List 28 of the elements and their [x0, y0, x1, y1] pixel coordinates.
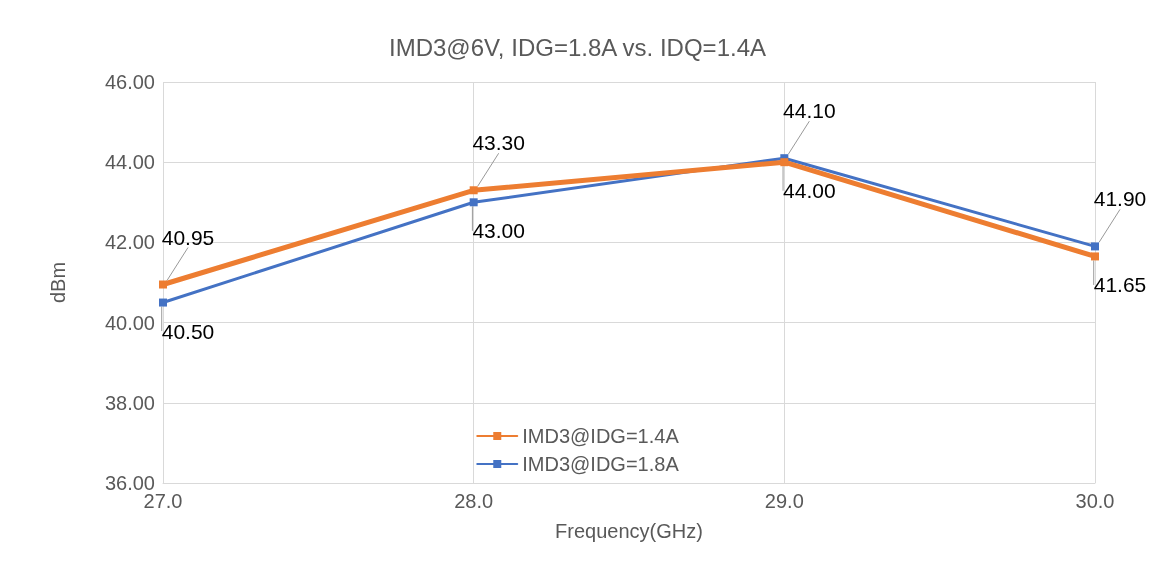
- point: [469, 186, 478, 195]
- data-label: 44.00: [783, 179, 836, 203]
- data-label: 40.50: [161, 319, 215, 343]
- data-label: 41.90: [1093, 187, 1147, 211]
- point: [1091, 252, 1099, 261]
- point: [159, 280, 167, 289]
- y-tick-label: 42.00: [104, 231, 155, 254]
- data-label: 41.65: [1093, 273, 1147, 297]
- point: [780, 158, 789, 167]
- point: [469, 198, 478, 207]
- data-label: 43.00: [472, 219, 525, 243]
- point: [1091, 242, 1099, 251]
- y-tick-label: 40.00: [104, 311, 155, 334]
- chart-title: IMD3@6V, IDG=1.8A vs. IDQ=1.4A: [389, 33, 766, 61]
- y-axis-title: dBm: [47, 261, 69, 304]
- data-label: 40.95: [161, 225, 215, 249]
- x-tick-label: 30.0: [1075, 490, 1115, 512]
- y-tick-label: 46.00: [104, 71, 155, 93]
- y-tick-label: 38.00: [104, 391, 155, 414]
- x-tick-label: 29.0: [764, 490, 804, 512]
- legend-label: IMD3@IDG=1.8A: [522, 453, 680, 475]
- legend-label: IMD3@IDG=1.4A: [522, 425, 680, 447]
- point: [159, 298, 167, 307]
- data-label: 43.30: [472, 131, 525, 155]
- data-label: 44.10: [783, 99, 836, 123]
- x-axis-title: Frequency(GHz): [555, 520, 703, 542]
- y-tick-label: 44.00: [104, 151, 155, 174]
- x-tick-label: 28.0: [454, 490, 494, 512]
